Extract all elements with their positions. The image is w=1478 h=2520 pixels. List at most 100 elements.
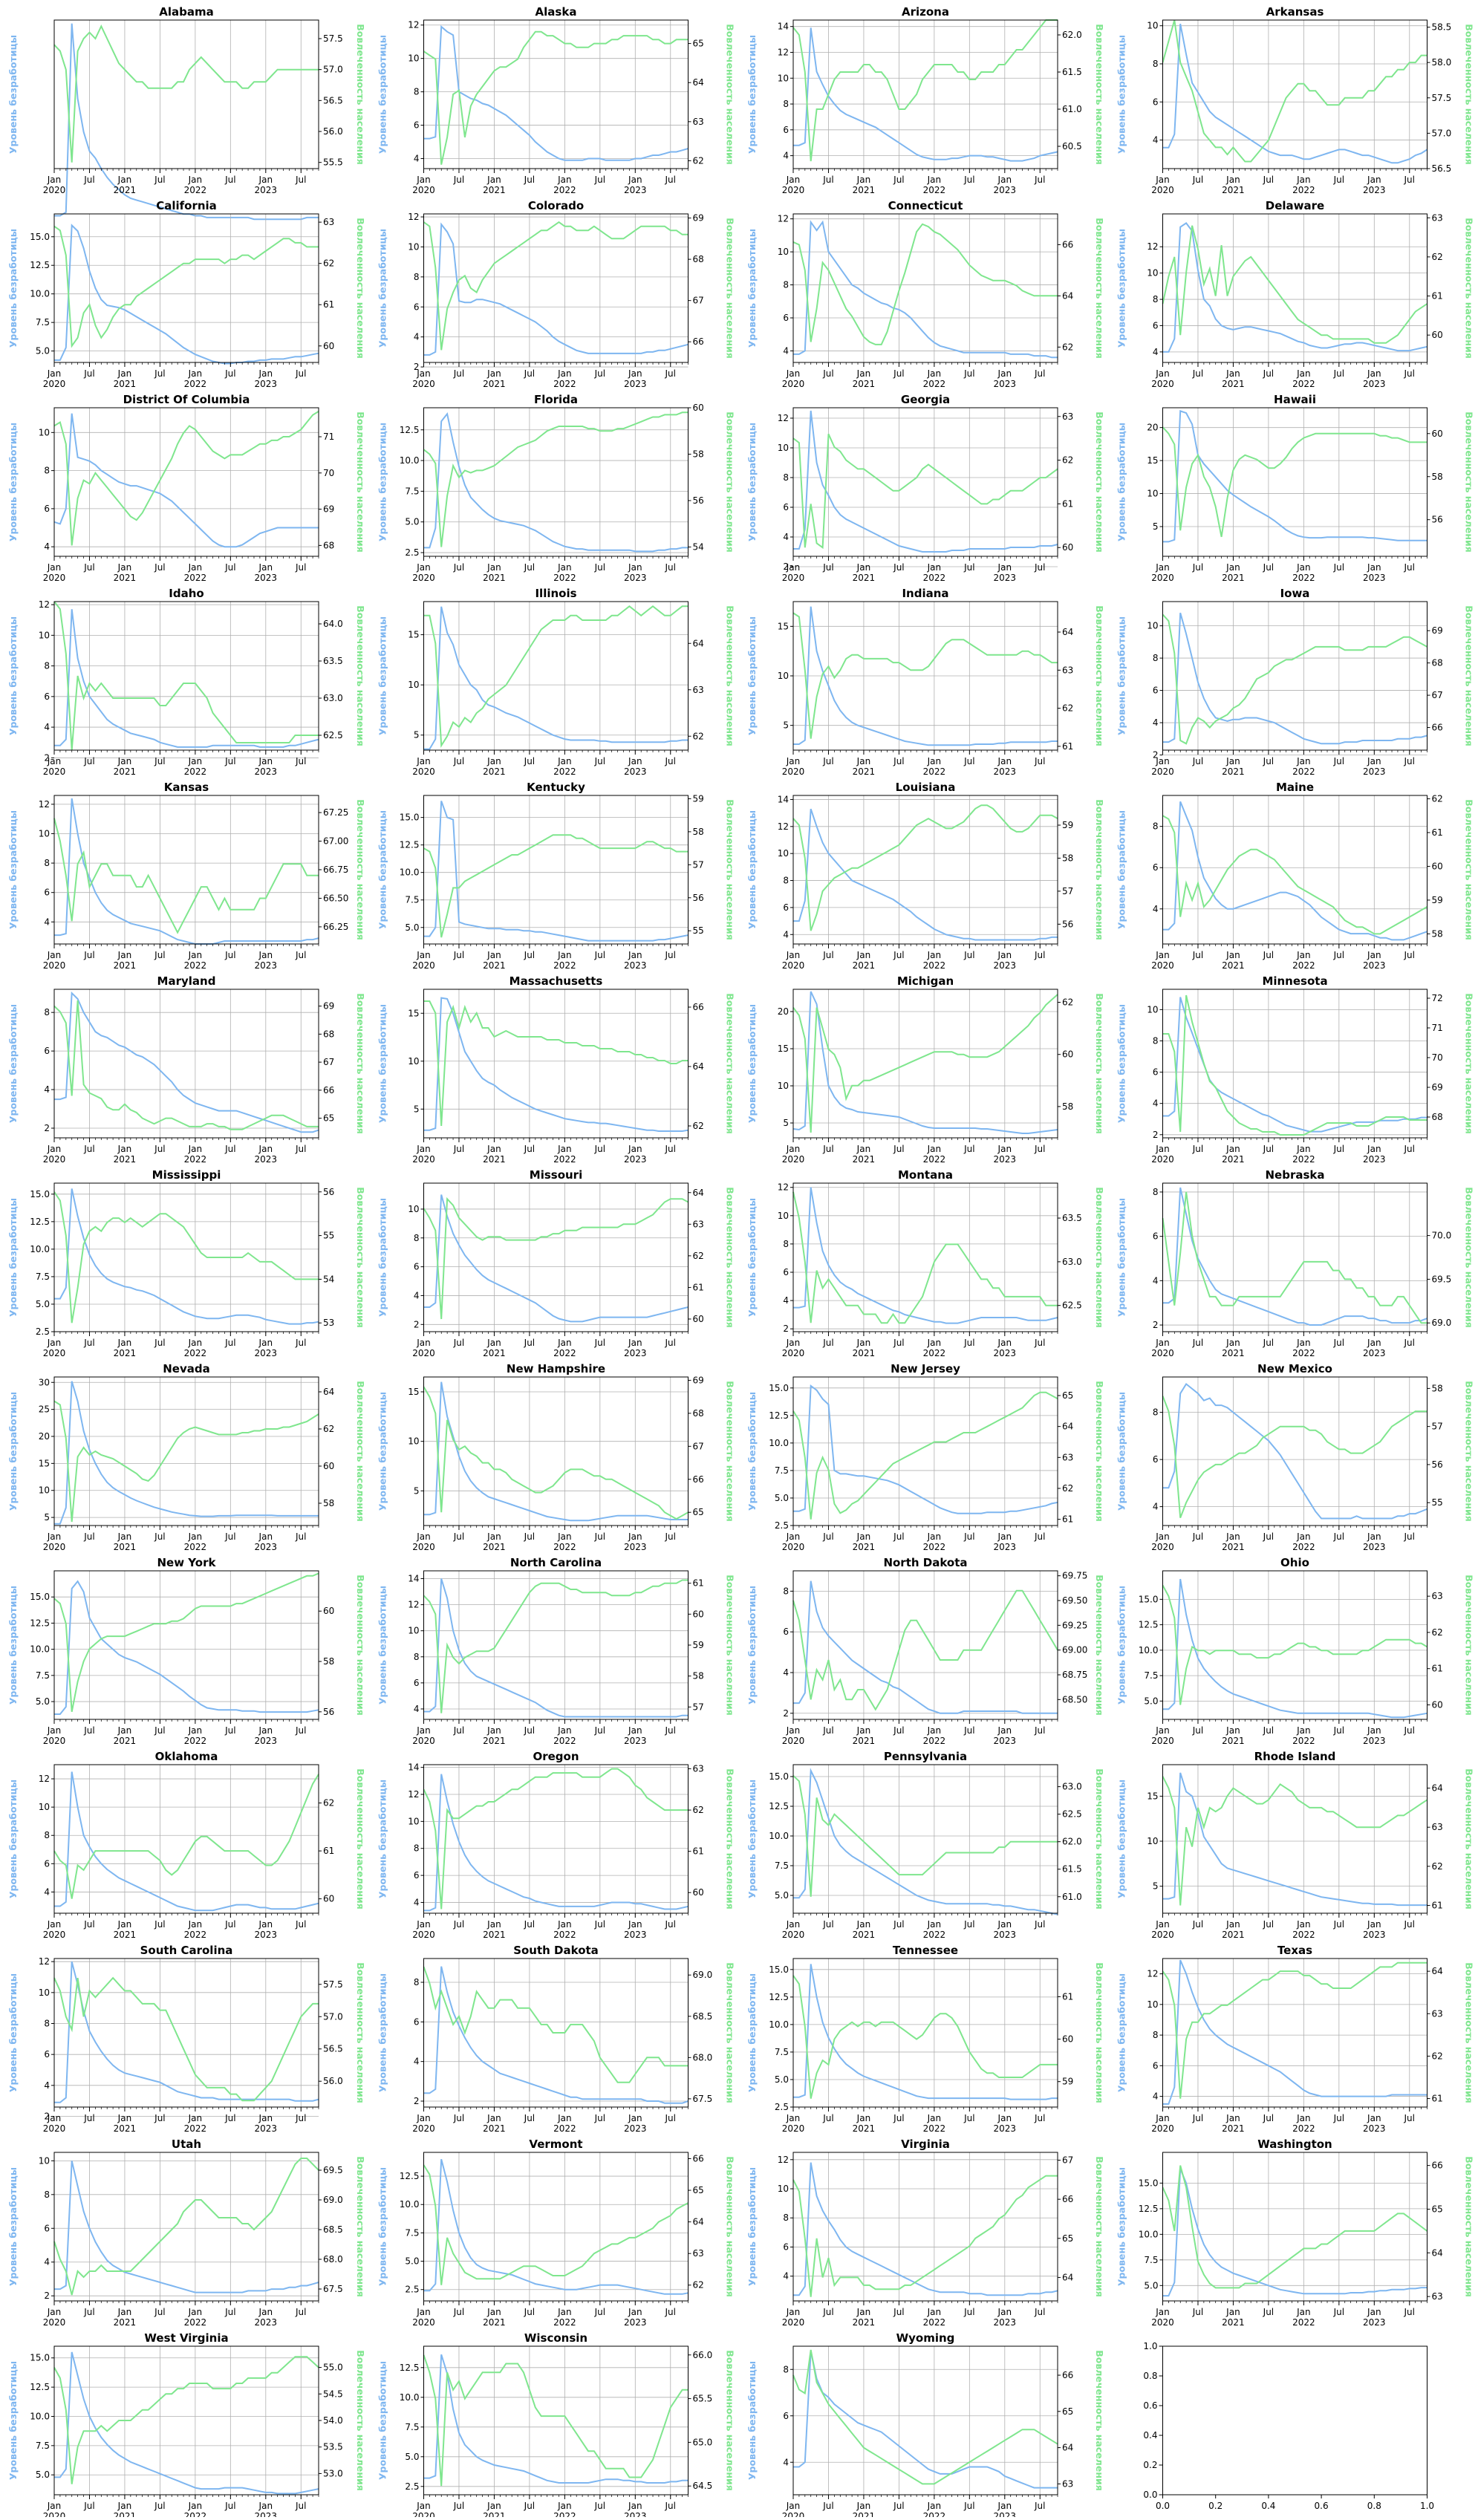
x-tick-label: 2021 [483, 1154, 506, 1165]
x-tick-label: Jan [1155, 2307, 1170, 2317]
x-tick-label: 2023 [255, 2317, 278, 2328]
x-tick-label: Jul [1034, 1725, 1045, 1736]
x-tick-label: Jan [557, 950, 572, 960]
x-tick-label: Jul [83, 1725, 94, 1736]
right-tick-label: 64 [1062, 627, 1073, 637]
x-tick-label: 2023 [624, 379, 647, 389]
right-tick-label: 57 [1432, 1422, 1443, 1432]
left-tick-label: 30 [39, 1377, 50, 1387]
right-tick-label: 67 [1432, 690, 1443, 700]
chart-title: North Dakota [883, 1556, 967, 1569]
x-tick-label: 2021 [114, 379, 137, 389]
x-tick-label: Jul [893, 1725, 904, 1736]
right-tick-label: 58 [323, 1656, 334, 1667]
x-tick-label: 2020 [1151, 379, 1174, 389]
x-tick-label: 2022 [184, 379, 207, 389]
right-tick-label: 64 [1432, 1966, 1443, 1976]
right-tick-label: 64 [1062, 2272, 1073, 2282]
right-tick-label: 54.5 [323, 2389, 343, 2399]
x-tick-label: Jan [856, 950, 871, 960]
x-tick-label: Jan [416, 2307, 431, 2317]
left-tick-label: 15.0 [769, 1771, 789, 1782]
x-tick-label: Jul [1404, 2307, 1415, 2317]
x-tick-label: Jul [1263, 1338, 1274, 1348]
x-tick-label: Jul [963, 562, 974, 573]
x-tick-label: Jan [997, 368, 1012, 379]
left-tick-label: 10 [39, 1485, 50, 1496]
left-tick-label: 5.0 [405, 517, 419, 527]
x-tick-label: Jul [453, 562, 464, 573]
right-axis-label: Вовлеченность населения [725, 1962, 736, 2103]
x-tick-label: 2020 [43, 1348, 66, 1358]
x-tick-label: Jan [486, 756, 501, 766]
x-tick-label: Jan [188, 368, 203, 379]
right-tick-label: 57.5 [323, 1979, 343, 1990]
right-axis-label: Вовлеченность населения [725, 799, 736, 940]
x-tick-label: Jan [258, 368, 273, 379]
plot-frame [54, 602, 319, 750]
left-axis-label: Уровень безработицы [377, 1586, 388, 1705]
x-tick-label: Jul [1333, 562, 1344, 573]
x-tick-label: Jul [295, 1725, 306, 1736]
left-tick-label: 12 [778, 2155, 789, 2165]
left-tick-label: 12.5 [400, 840, 420, 850]
unemployment-line [54, 609, 319, 747]
x-tick-label: Jul [83, 1338, 94, 1348]
x-tick-label: 2023 [1363, 960, 1386, 971]
x-tick-label: Jul [524, 1919, 535, 1930]
right-tick-label: 56.0 [323, 126, 343, 137]
right-tick-label: 68.0 [323, 2254, 343, 2265]
right-tick-label: 62 [1432, 252, 1443, 262]
x-tick-label: 2020 [1151, 1348, 1174, 1358]
x-tick-label: 2021 [1222, 2317, 1245, 2328]
left-axis-label: Уровень безработицы [377, 229, 388, 348]
x-tick-label: 2021 [483, 766, 506, 777]
x-tick-label: 2021 [1222, 1154, 1245, 1165]
left-tick-label: 8 [44, 1007, 50, 1018]
unemployment-line [54, 2352, 319, 2494]
left-tick-label: 15.0 [769, 1383, 789, 1393]
x-tick-label: Jan [1367, 562, 1381, 573]
left-tick-label: 2 [783, 1708, 789, 1719]
x-tick-label: 2023 [994, 2317, 1017, 2328]
x-tick-label: 2023 [1363, 185, 1386, 195]
participation-line [424, 1967, 688, 2083]
chart-title: Kansas [164, 781, 209, 794]
x-tick-label: Jan [117, 1144, 132, 1154]
left-axis-label: Уровень безработицы [7, 1004, 19, 1123]
x-tick-label: 2023 [1363, 1930, 1386, 1940]
x-tick-label: Jul [453, 1725, 464, 1736]
right-tick-label: 64 [693, 1188, 704, 1198]
unemployment-line [424, 224, 688, 355]
left-tick-label: 8 [44, 858, 50, 868]
x-tick-label: Jan [997, 1338, 1012, 1348]
x-tick-label: Jan [1367, 2307, 1381, 2317]
x-tick-label: Jan [786, 1919, 801, 1930]
x-tick-label: Jan [856, 1531, 871, 1542]
right-axis-label: Вовлеченность населения [355, 24, 366, 165]
right-tick-label: 69.50 [1062, 1595, 1087, 1606]
right-tick-label: 56 [693, 495, 704, 506]
x-tick-label: Jul [665, 1338, 676, 1348]
x-tick-label: Jul [1333, 1338, 1344, 1348]
chart-panel-pennsylvania: Pennsylvania5.07.510.012.515.061.061.562… [746, 1750, 1105, 1940]
x-tick-label: Jan [997, 175, 1012, 185]
right-axis-label: Вовлеченность населения [355, 1768, 366, 1909]
x-tick-label: Jul [1034, 950, 1045, 960]
x-tick-label: Jul [893, 2307, 904, 2317]
x-tick-label: 2022 [1292, 1154, 1315, 1165]
x-tick-label: 2022 [1292, 1736, 1315, 1746]
x-tick-label: Jul [154, 1338, 165, 1348]
chart-panel-washington: Washington5.07.510.012.515.063646566Jan2… [1116, 2138, 1475, 2328]
participation-line [1163, 226, 1427, 343]
right-tick-label: 69 [1432, 1082, 1443, 1093]
left-tick-label: 4 [783, 345, 789, 356]
right-axis-label: Вовлеченность населения [1094, 993, 1105, 1134]
x-tick-label: Jan [856, 175, 871, 185]
x-tick-label: Jan [1367, 1725, 1381, 1736]
right-axis-label: Вовлеченность населения [725, 993, 736, 1134]
x-tick-label: Jul [154, 1919, 165, 1930]
right-tick-label: 62 [1062, 1483, 1073, 1494]
